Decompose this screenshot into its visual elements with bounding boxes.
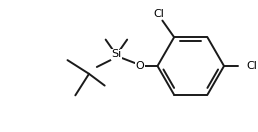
Text: Cl: Cl xyxy=(153,9,164,19)
Text: O: O xyxy=(135,61,144,71)
Text: Cl: Cl xyxy=(247,61,257,71)
Text: Si: Si xyxy=(111,49,122,59)
